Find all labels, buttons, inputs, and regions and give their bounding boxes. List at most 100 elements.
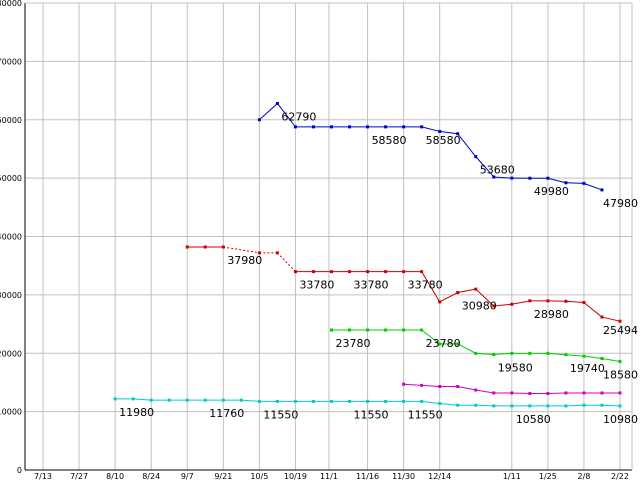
series-0-point: [275, 101, 279, 105]
x-tick-labels: 7/13 7/27 8/10 8/24 9/7 9/21 10/5 10/19 11/1 11/1…: [34, 472, 629, 480]
series-4-point: [275, 399, 279, 403]
series-1-point: [293, 270, 297, 274]
data-label: 11550: [408, 408, 443, 421]
data-label: 19580: [498, 362, 533, 375]
series-4-point: [185, 398, 189, 402]
series-0-segment: [277, 103, 296, 128]
x-tick-label: 9/7: [181, 472, 194, 480]
series-2-point: [564, 353, 568, 357]
series-0-segment: [583, 182, 603, 191]
series-3-segment: [475, 389, 494, 394]
y-tick-label: 10000: [0, 408, 22, 417]
series-1-point: [420, 270, 424, 274]
series-4-point: [618, 404, 622, 408]
series-4-point: [330, 399, 333, 403]
x-tick-label: 11/1: [320, 472, 338, 480]
series-0-point: [474, 155, 478, 159]
series-4-point: [221, 398, 225, 402]
series-2-segment: [601, 358, 621, 363]
series-2-segment: [565, 354, 584, 357]
data-label: 28980: [534, 308, 569, 321]
x-tick-label: 10/5: [250, 472, 268, 480]
series-0-segment: [421, 126, 440, 132]
series-2-point: [438, 342, 442, 346]
series-1-point: [257, 251, 261, 255]
series-1-segment: [223, 246, 260, 254]
data-label: 23780: [426, 337, 461, 350]
y-tick-label: 50000: [0, 174, 22, 183]
y-tick-labels: 0 10000 20000 30000 40000 50000 60000 70000 8000…: [0, 0, 22, 475]
data-label: 47980: [603, 197, 638, 210]
x-tick-label: 7/13: [34, 472, 52, 480]
series-4-point: [113, 397, 117, 401]
data-label: 33780: [408, 279, 443, 292]
series-0-segment: [475, 156, 495, 178]
series-3-point: [618, 391, 622, 395]
series-4-point: [456, 403, 460, 407]
series-1-point: [275, 251, 279, 255]
x-tick-label: 7/27: [70, 472, 88, 480]
series-4-point: [131, 397, 135, 401]
series-4-segment: [133, 398, 152, 401]
series-3-point: [582, 391, 586, 395]
series-0-point: [293, 125, 297, 129]
series-0-segment: [439, 130, 458, 135]
series-4-point: [257, 399, 261, 403]
x-tick-label: 2/22: [611, 472, 629, 480]
series-1-segment: [565, 300, 584, 303]
series-4-segment: [439, 402, 458, 406]
series-2-point: [330, 328, 333, 332]
data-label: 10980: [603, 413, 638, 426]
series-4-point: [546, 404, 550, 408]
series-3-segment: [547, 392, 566, 395]
series-0-point: [528, 176, 532, 180]
series-4-point: [474, 403, 478, 407]
series-1-segment: [457, 288, 476, 294]
data-label: 37980: [227, 254, 262, 267]
series-4-point: [149, 398, 153, 402]
series-3-point: [492, 391, 496, 395]
series-4-segment: [241, 399, 260, 402]
x-tick-label: 11/16: [356, 472, 379, 480]
series-2-point: [420, 328, 424, 332]
series-1-segment: [583, 302, 603, 318]
series-1-point: [330, 270, 333, 274]
series-2-point: [402, 328, 406, 332]
series-0-point: [330, 125, 333, 129]
x-tick-label: 12/14: [428, 472, 451, 480]
series-1-point: [348, 270, 352, 274]
series-0-point: [564, 181, 568, 185]
series-1-point: [546, 299, 550, 303]
series-4-point: [600, 403, 604, 407]
series-1-point: [582, 300, 586, 304]
series-4-point: [582, 403, 586, 407]
series-3-point: [600, 391, 604, 395]
data-label: 11550: [354, 408, 389, 421]
series-1-point: [185, 245, 189, 249]
series-0-point: [311, 125, 315, 129]
x-tick-label: 10/19: [284, 472, 307, 480]
series-2-point: [456, 342, 460, 346]
series-4-point: [293, 399, 297, 403]
series-0-point: [384, 125, 388, 129]
series-1-point: [221, 245, 225, 249]
series-2-segment: [457, 343, 476, 354]
series-4-point: [510, 404, 514, 408]
series-1-segment: [493, 303, 512, 307]
series-0-point: [510, 176, 514, 180]
series-4-point: [564, 404, 568, 408]
series-0-segment: [457, 133, 477, 157]
series-1-segment: [475, 288, 495, 307]
x-tick-label: 2/8: [578, 472, 591, 480]
series-0-point: [366, 125, 370, 129]
series-3-segment: [457, 386, 476, 391]
y-tick-label: 20000: [0, 349, 22, 358]
data-label: 11760: [209, 407, 244, 420]
x-tick-label: 8/24: [142, 472, 160, 480]
y-tick-label: 80000: [0, 0, 22, 8]
series-3-point: [528, 392, 532, 396]
series-group: [113, 101, 622, 408]
series-4-point: [528, 404, 532, 408]
data-label: 33780: [354, 279, 389, 292]
x-tick-label: 11/30: [392, 472, 415, 480]
